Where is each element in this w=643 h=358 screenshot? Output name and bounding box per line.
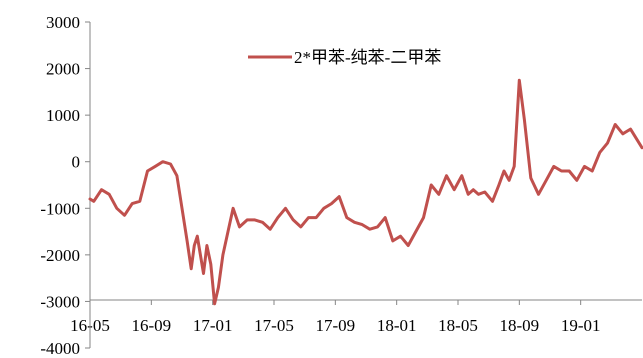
y-tick-label: 2000 — [46, 60, 80, 79]
y-axis-ticks: 3000 2000 1000 0 -1000 -2000 -3000 -4000 — [40, 13, 90, 358]
legend-label: 2*甲苯-纯苯-二甲苯 — [294, 48, 441, 67]
legend: 2*甲苯-纯苯-二甲苯 — [248, 48, 441, 67]
y-tick-label: 0 — [72, 153, 81, 172]
x-axis-ticks: 16-05 16-09 17-01 17-05 17-09 18-01 18-05 18-09… — [70, 300, 601, 335]
x-tick-label: 17-05 — [254, 316, 294, 335]
x-tick-label: 16-09 — [131, 316, 171, 335]
y-tick-label: 3000 — [46, 13, 80, 32]
y-tick-label: -2000 — [40, 246, 80, 265]
y-tick-label: 1000 — [46, 106, 80, 125]
x-tick-label: 18-05 — [438, 316, 478, 335]
x-tick-label: 18-01 — [377, 316, 417, 335]
x-tick-label: 18-09 — [499, 316, 539, 335]
y-tick-label: -3000 — [40, 292, 80, 311]
y-tick-label: -4000 — [40, 339, 80, 358]
y-tick-label: -1000 — [40, 199, 80, 218]
x-tick-label: 19-01 — [561, 316, 601, 335]
series-line — [88, 78, 643, 306]
x-tick-label: 17-09 — [315, 316, 355, 335]
x-tick-label: 17-01 — [193, 316, 233, 335]
